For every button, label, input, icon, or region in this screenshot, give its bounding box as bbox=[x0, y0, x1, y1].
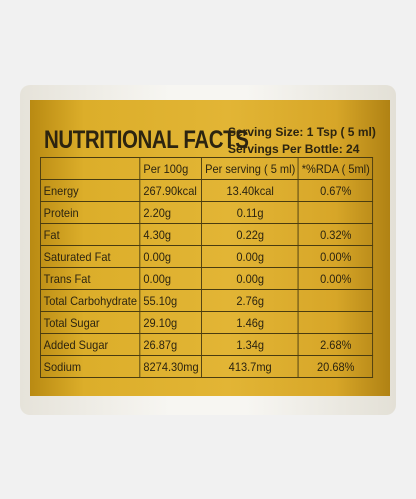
header-cell: *%RDA ( 5ml) bbox=[298, 157, 374, 180]
servings-per-bottle: Servings Per Bottle: 24 bbox=[228, 142, 360, 156]
cell: 1.34g bbox=[201, 333, 299, 356]
nutrient-row: Saturated Fat 0.00g 0.00g 0.00% bbox=[39, 245, 374, 268]
header-row: Per 100g Per serving ( 5 ml) *%RDA ( 5ml… bbox=[39, 157, 374, 180]
cell: Total Sugar bbox=[39, 311, 141, 334]
cell: Protein bbox=[39, 201, 141, 224]
nutrient-row: Trans Fat 0.00g 0.00g 0.00% bbox=[39, 267, 374, 290]
cell: 2.20g bbox=[139, 201, 203, 224]
nutrient-row: Total Sugar 29.10g 1.46g bbox=[39, 311, 374, 334]
cell: 413.7mg bbox=[201, 355, 299, 378]
cell: Total Carbohydrate bbox=[39, 289, 141, 312]
cell: Fat bbox=[39, 223, 141, 246]
nutrient-row: Sodium 8274.30mg 413.7mg 20.68% bbox=[39, 355, 374, 378]
cell: 13.40kcal bbox=[201, 179, 299, 202]
cell: 0.00% bbox=[298, 245, 374, 268]
cell: 0.00g bbox=[139, 245, 203, 268]
nutrient-row: Protein 2.20g 0.11g bbox=[39, 201, 374, 224]
cell: 20.68% bbox=[298, 355, 374, 378]
cell bbox=[298, 201, 374, 224]
cell: 0.00g bbox=[201, 245, 299, 268]
cell: Sodium bbox=[39, 355, 141, 378]
header-cell bbox=[39, 157, 141, 180]
cell: Trans Fat bbox=[39, 267, 141, 290]
cell: Saturated Fat bbox=[39, 245, 141, 268]
cell bbox=[298, 311, 374, 334]
nutrient-row: Energy 267.90kcal 13.40kcal 0.67% bbox=[39, 179, 374, 202]
cell: Added Sugar bbox=[39, 333, 141, 356]
cell: 29.10g bbox=[139, 311, 203, 334]
nutrient-row: Added Sugar 26.87g 1.34g 2.68% bbox=[39, 333, 374, 356]
cell: Energy bbox=[39, 179, 141, 202]
cell: 0.67% bbox=[298, 179, 374, 202]
cell bbox=[298, 289, 374, 312]
title: NUTRITIONAL FACTS bbox=[44, 126, 249, 154]
nutrition-label: NUTRITIONAL FACTS Serving Size: 1 Tsp ( … bbox=[30, 100, 390, 396]
header-cell: Per serving ( 5 ml) bbox=[201, 157, 299, 180]
cell: 2.76g bbox=[201, 289, 299, 312]
cell: 26.87g bbox=[139, 333, 203, 356]
cell: 2.68% bbox=[298, 333, 374, 356]
table-body: Per 100g Per serving ( 5 ml) *%RDA ( 5ml… bbox=[39, 157, 374, 378]
header-cell: Per 100g bbox=[139, 157, 203, 180]
cell: 55.10g bbox=[139, 289, 203, 312]
cell: 0.11g bbox=[201, 201, 299, 224]
cell: 0.32% bbox=[298, 223, 374, 246]
cell: 0.00g bbox=[139, 267, 203, 290]
cell: 4.30g bbox=[139, 223, 203, 246]
cell: 0.22g bbox=[201, 223, 299, 246]
cell: 1.46g bbox=[201, 311, 299, 334]
cell: 0.00% bbox=[298, 267, 374, 290]
nutrient-row: Total Carbohydrate 55.10g 2.76g bbox=[39, 289, 374, 312]
cell: 8274.30mg bbox=[139, 355, 203, 378]
nutrition-table: Per 100g Per serving ( 5 ml) *%RDA ( 5ml… bbox=[39, 157, 374, 378]
nutrient-row: Fat 4.30g 0.22g 0.32% bbox=[39, 223, 374, 246]
serving-size: Serving Size: 1 Tsp ( 5 ml) bbox=[228, 125, 376, 139]
cell: 0.00g bbox=[201, 267, 299, 290]
cell: 267.90kcal bbox=[139, 179, 203, 202]
